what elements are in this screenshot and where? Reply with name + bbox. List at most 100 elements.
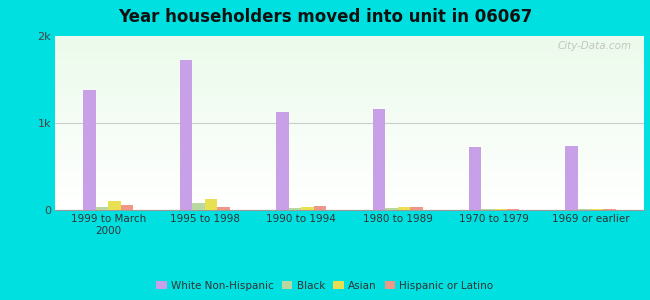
Bar	[55, 154, 644, 155]
Bar	[55, 200, 644, 201]
Bar	[55, 52, 644, 53]
Bar	[55, 79, 644, 80]
Bar	[55, 119, 644, 120]
Bar	[55, 47, 644, 48]
Bar	[55, 127, 644, 128]
Bar	[55, 152, 644, 153]
Bar	[55, 36, 644, 37]
Bar	[55, 100, 644, 101]
Bar	[55, 82, 644, 83]
Bar	[55, 93, 644, 94]
Bar	[192, 203, 205, 210]
Bar	[55, 81, 644, 82]
Bar	[55, 58, 644, 59]
Text: Year householders moved into unit in 06067: Year householders moved into unit in 060…	[118, 8, 532, 26]
Bar	[55, 183, 644, 184]
Bar	[55, 186, 644, 187]
Bar	[55, 71, 644, 72]
Bar	[55, 177, 644, 178]
Bar	[55, 53, 644, 54]
Bar	[55, 73, 644, 74]
Bar	[566, 146, 578, 210]
Bar	[506, 209, 519, 210]
Bar	[578, 209, 590, 210]
Bar	[55, 77, 644, 78]
Bar	[55, 174, 644, 175]
Bar	[55, 91, 644, 92]
Bar	[55, 66, 644, 67]
Bar	[55, 75, 644, 76]
Bar	[55, 167, 644, 168]
Bar	[55, 145, 644, 146]
Bar	[301, 206, 314, 210]
Bar	[55, 45, 644, 46]
Bar	[55, 88, 644, 89]
Bar	[55, 97, 644, 98]
Bar	[55, 179, 644, 180]
Bar	[55, 162, 644, 163]
Bar	[55, 50, 644, 51]
Bar	[55, 134, 644, 135]
Bar	[55, 48, 644, 49]
Bar	[83, 90, 96, 210]
Bar	[55, 74, 644, 75]
Bar	[55, 188, 644, 189]
Bar	[55, 156, 644, 157]
Bar	[55, 106, 644, 107]
Bar	[55, 49, 644, 50]
Bar	[55, 196, 644, 197]
Bar	[55, 67, 644, 68]
Bar	[55, 102, 644, 103]
Bar	[55, 140, 644, 141]
Bar	[55, 78, 644, 79]
Bar	[55, 60, 644, 61]
Bar	[55, 209, 644, 210]
Bar	[109, 201, 121, 210]
Bar	[55, 59, 644, 60]
Bar	[289, 208, 301, 210]
Bar	[55, 176, 644, 177]
Bar	[55, 180, 644, 181]
Bar	[55, 116, 644, 117]
Bar	[482, 209, 494, 210]
Bar	[55, 159, 644, 160]
Bar	[55, 104, 644, 105]
Bar	[55, 199, 644, 200]
Bar	[55, 171, 644, 172]
Bar	[55, 100, 644, 101]
Bar	[55, 187, 644, 188]
Bar	[603, 209, 616, 210]
Bar	[55, 41, 644, 42]
Bar	[55, 64, 644, 65]
Bar	[55, 141, 644, 142]
Bar	[55, 158, 644, 159]
Bar	[55, 197, 644, 198]
Bar	[55, 87, 644, 88]
Bar	[55, 153, 644, 154]
Bar	[55, 55, 644, 56]
Bar	[55, 83, 644, 84]
Bar	[55, 89, 644, 90]
Bar	[55, 54, 644, 55]
Bar	[55, 117, 644, 118]
Bar	[55, 98, 644, 99]
Bar	[398, 207, 410, 210]
Bar	[55, 147, 644, 148]
Bar	[55, 195, 644, 196]
Bar	[55, 138, 644, 139]
Bar	[469, 147, 482, 210]
Bar	[55, 202, 644, 203]
Bar	[55, 190, 644, 191]
Bar	[55, 37, 644, 38]
Bar	[55, 46, 644, 47]
Bar	[55, 76, 644, 77]
Bar	[55, 57, 644, 58]
Bar	[55, 142, 644, 143]
Bar	[55, 208, 644, 209]
Bar	[55, 109, 644, 110]
Bar	[121, 205, 133, 210]
Bar	[55, 122, 644, 123]
Bar	[55, 120, 644, 121]
Bar	[55, 173, 644, 174]
Bar	[55, 70, 644, 71]
